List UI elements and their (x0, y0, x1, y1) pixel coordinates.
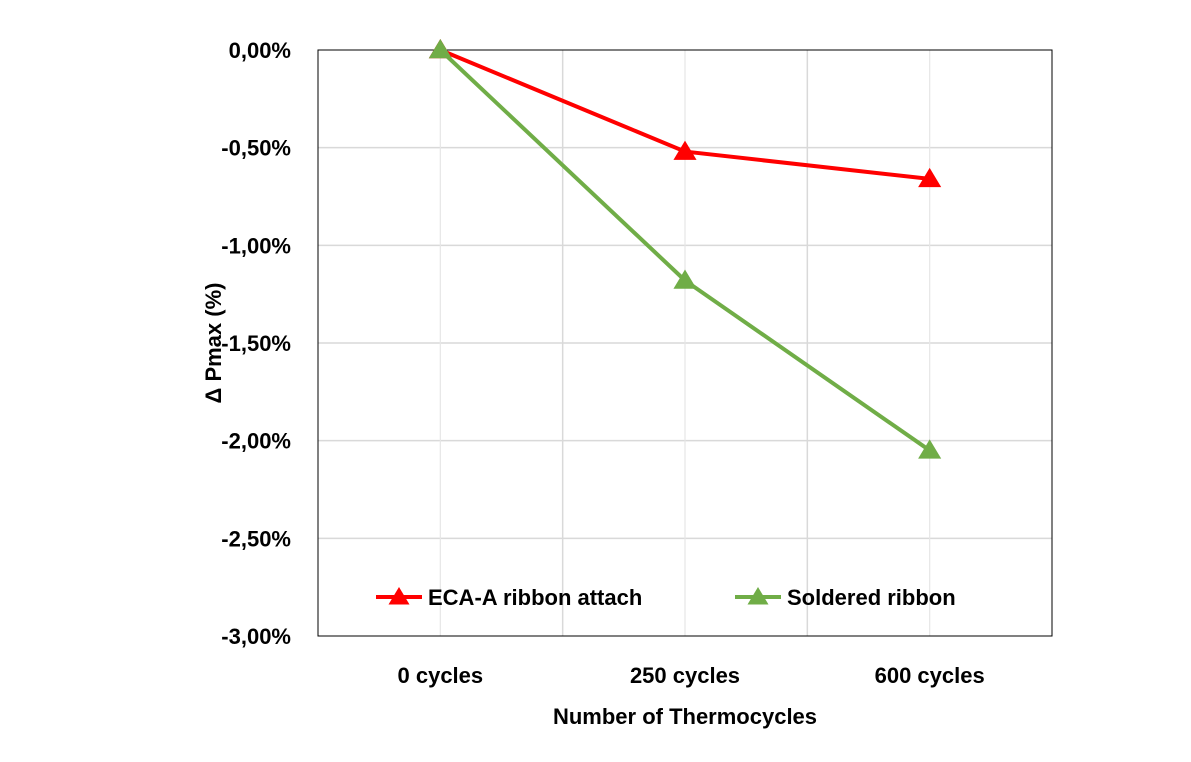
y-tick-label: -0,50% (221, 136, 291, 161)
y-tick-label: -2,00% (221, 429, 291, 454)
data-point-marker (918, 167, 942, 188)
data-point-marker (918, 439, 942, 459)
x-tick-label: 600 cycles (875, 663, 985, 688)
plot-area-border (317, 49, 1053, 637)
y-tick-label: -1,00% (221, 233, 291, 258)
legend-label: ECA-A ribbon attach (428, 585, 642, 610)
legend-label: Soldered ribbon (787, 585, 956, 610)
legend-marker (388, 587, 410, 605)
x-axis-title: Number of Thermocycles (553, 704, 817, 729)
legend-marker (747, 587, 769, 605)
y-tick-label: 0,00% (229, 38, 291, 63)
y-tick-label: -3,00% (221, 624, 291, 649)
y-tick-label: -2,50% (221, 526, 291, 551)
y-axis-title: Δ Pmax (%) (201, 283, 226, 404)
data-point-marker (673, 140, 697, 160)
x-tick-label: 250 cycles (630, 663, 740, 688)
x-tick-label: 0 cycles (398, 663, 484, 688)
data-point-marker (673, 269, 697, 289)
data-point-marker (428, 39, 452, 59)
y-tick-label: -1,50% (221, 331, 291, 356)
